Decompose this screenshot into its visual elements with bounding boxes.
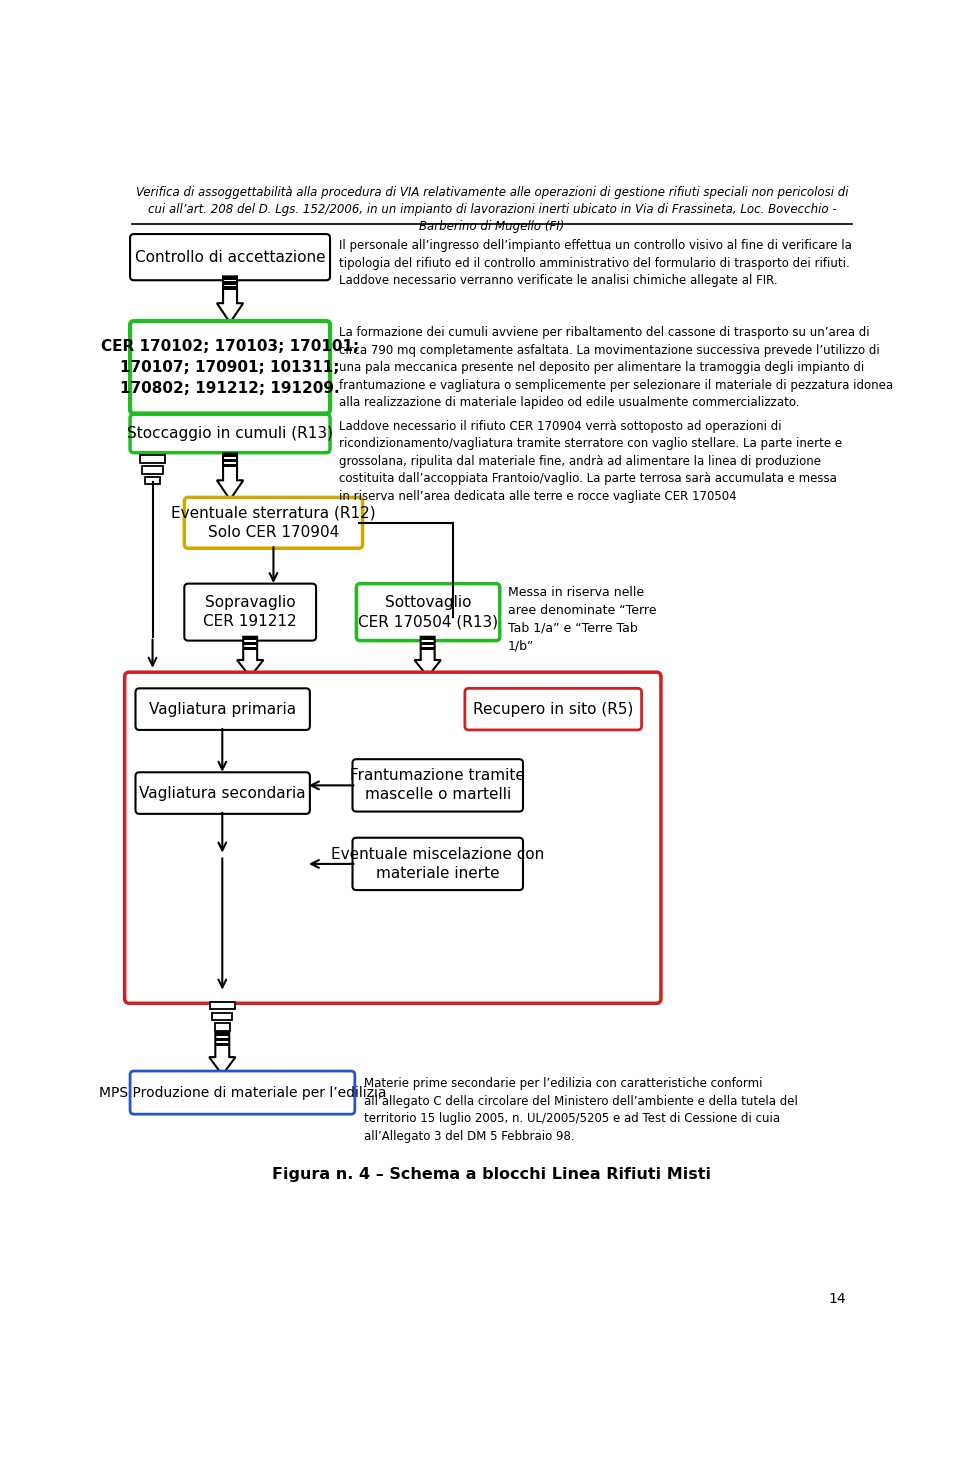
Text: Frantumazione tramite
mascelle o martelli: Frantumazione tramite mascelle o martell… <box>350 768 525 802</box>
Polygon shape <box>223 453 237 456</box>
Polygon shape <box>243 642 257 645</box>
Text: Eventuale miscelazione con
materiale inerte: Eventuale miscelazione con materiale ine… <box>331 846 544 880</box>
Polygon shape <box>243 637 257 640</box>
Polygon shape <box>223 277 237 280</box>
Text: 14: 14 <box>828 1292 846 1306</box>
Text: Sopravaglio
CER 191212: Sopravaglio CER 191212 <box>204 594 297 630</box>
Polygon shape <box>223 464 237 467</box>
Polygon shape <box>215 1033 229 1036</box>
FancyBboxPatch shape <box>125 673 660 1003</box>
Polygon shape <box>415 637 441 677</box>
Bar <box>145 477 160 485</box>
FancyBboxPatch shape <box>130 322 330 413</box>
FancyBboxPatch shape <box>130 1071 355 1114</box>
Text: Figura n. 4 – Schema a blocchi Linea Rifiuti Misti: Figura n. 4 – Schema a blocchi Linea Rif… <box>273 1168 711 1183</box>
Text: Materie prime secondarie per l’edilizia con caratteristiche conformi
all’allegat: Materie prime secondarie per l’edilizia … <box>364 1077 798 1143</box>
Text: CER 170102; 170103; 170101;
170107; 170901; 101311;
170802; 191212; 191209.: CER 170102; 170103; 170101; 170107; 1709… <box>101 339 359 396</box>
Text: Eventuale sterratura (R12)
Solo CER 170904: Eventuale sterratura (R12) Solo CER 1709… <box>171 505 375 539</box>
FancyBboxPatch shape <box>130 234 330 280</box>
Text: Vagliatura primaria: Vagliatura primaria <box>149 701 297 717</box>
FancyBboxPatch shape <box>184 498 363 548</box>
Polygon shape <box>217 277 243 323</box>
Text: Verifica di assoggettabilità alla procedura di VIA relativamente alle operazioni: Verifica di assoggettabilità alla proced… <box>135 185 849 233</box>
FancyBboxPatch shape <box>135 688 310 731</box>
Polygon shape <box>420 642 435 645</box>
Polygon shape <box>420 637 435 640</box>
FancyBboxPatch shape <box>130 415 330 452</box>
FancyBboxPatch shape <box>352 837 523 891</box>
Text: Vagliatura secondaria: Vagliatura secondaria <box>139 785 306 800</box>
Bar <box>142 465 162 474</box>
Polygon shape <box>223 458 237 462</box>
Bar <box>214 1023 230 1031</box>
Bar <box>140 455 165 462</box>
FancyBboxPatch shape <box>184 584 316 640</box>
Bar <box>212 1012 232 1020</box>
Text: Sottovaglio
CER 170504 (R13): Sottovaglio CER 170504 (R13) <box>358 594 498 630</box>
Polygon shape <box>217 453 243 499</box>
Text: MPS Produzione di materiale per l’edilizia: MPS Produzione di materiale per l’ediliz… <box>99 1086 386 1100</box>
Text: Recupero in sito (R5): Recupero in sito (R5) <box>473 701 634 717</box>
Polygon shape <box>223 286 237 290</box>
Text: Laddove necessario il rifiuto CER 170904 verrà sottoposto ad operazioni di
ricon: Laddove necessario il rifiuto CER 170904… <box>339 419 842 502</box>
FancyBboxPatch shape <box>352 759 523 812</box>
Text: Il personale all’ingresso dell’impianto effettua un controllo visivo al fine di : Il personale all’ingresso dell’impianto … <box>339 240 852 288</box>
Text: La formazione dei cumuli avviene per ribaltamento del cassone di trasporto su un: La formazione dei cumuli avviene per rib… <box>339 326 893 409</box>
Polygon shape <box>243 646 257 651</box>
FancyBboxPatch shape <box>356 584 500 640</box>
Text: Messa in riserva nelle
aree denominate “Terre
Tab 1/a” e “Terre Tab
1/b”: Messa in riserva nelle aree denominate “… <box>508 585 656 654</box>
Polygon shape <box>215 1037 229 1040</box>
Polygon shape <box>420 646 435 651</box>
FancyBboxPatch shape <box>465 688 641 731</box>
Text: Stoccaggio in cumuli (R13): Stoccaggio in cumuli (R13) <box>127 425 333 442</box>
Polygon shape <box>209 1033 235 1074</box>
FancyBboxPatch shape <box>135 772 310 814</box>
Polygon shape <box>223 282 237 285</box>
Polygon shape <box>215 1042 229 1046</box>
Polygon shape <box>237 637 263 677</box>
Bar <box>210 1002 234 1009</box>
Text: Controllo di accettazione: Controllo di accettazione <box>134 249 325 265</box>
